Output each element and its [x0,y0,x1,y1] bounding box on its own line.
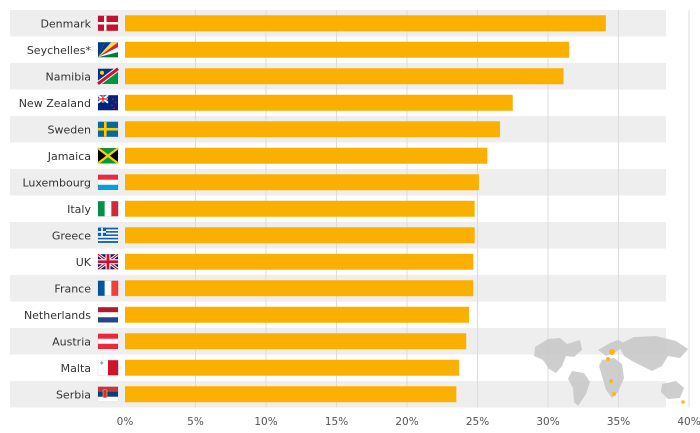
flag-jamaica-icon [97,147,119,165]
flag-netherlands-icon [97,306,119,323]
flag-italy-icon [97,200,119,217]
category-label-luxembourg: Luxembourg [22,176,91,189]
category-label-austria: Austria [52,335,91,348]
category-label-france: France [54,282,91,295]
flag-seychelles-icon [97,41,119,58]
x-tick-label: 20% [395,416,418,428]
bar-jamaica [125,147,488,164]
category-label-netherlands: Netherlands [24,309,91,322]
flag-austria-icon [97,333,119,350]
bar-netherlands [125,306,470,323]
x-tick-label: 25% [466,416,489,428]
bar-sweden [125,121,501,138]
category-label-seychelles: Seychelles* [27,44,92,57]
bar-france [125,280,474,297]
flag-new-zealand-icon [97,94,119,111]
category-label-greece: Greece [52,229,91,242]
flag-malta-icon [97,359,119,376]
bar-namibia [125,68,564,85]
bar-seychelles [125,41,570,58]
bars [125,15,606,403]
category-label-denmark: Denmark [40,17,91,30]
category-label-malta: Malta [61,362,91,375]
flag-denmark-icon [97,15,119,32]
category-label-italy: Italy [67,203,91,216]
x-tick-label: 40% [677,416,700,428]
flag-namibia-icon [96,66,120,86]
category-label-namibia: Namibia [45,70,91,83]
bar-uk [125,253,474,270]
bar-denmark [125,15,606,32]
x-tick-label: 30% [536,416,559,428]
bar-new-zealand [125,94,513,111]
bar-luxembourg [125,174,479,191]
x-tick-label: 5% [187,416,204,428]
flag-serbia-icon [97,386,119,403]
flag-icons [96,15,120,403]
flag-luxembourg-icon [97,174,119,191]
bar-malta [125,359,460,376]
category-label-uk: UK [76,256,92,269]
flag-france-icon [97,280,119,297]
category-label-jamaica: Jamaica [47,150,91,163]
x-tick-label: 0% [117,416,134,428]
x-tick-label: 35% [607,416,630,428]
category-label-new-zealand: New Zealand [19,97,91,110]
flag-sweden-icon [97,121,119,138]
bar-austria [125,333,467,350]
category-labels: Denmark Seychelles* Namibia New Zealand Swed… [19,17,92,401]
x-axis-ticks: 0% 5% 10% 15% 20% 25% 30% 35% 40% [117,416,700,428]
category-label-serbia: Serbia [56,388,91,401]
bar-italy [125,200,475,217]
bar-greece [125,227,475,244]
category-label-sweden: Sweden [48,123,91,136]
flag-greece-icon [97,227,119,244]
x-tick-label: 10% [254,416,277,428]
bar-serbia [125,386,457,403]
x-tick-label: 15% [325,416,348,428]
world-map-icon [534,336,688,406]
flag-uk-icon [97,253,119,271]
